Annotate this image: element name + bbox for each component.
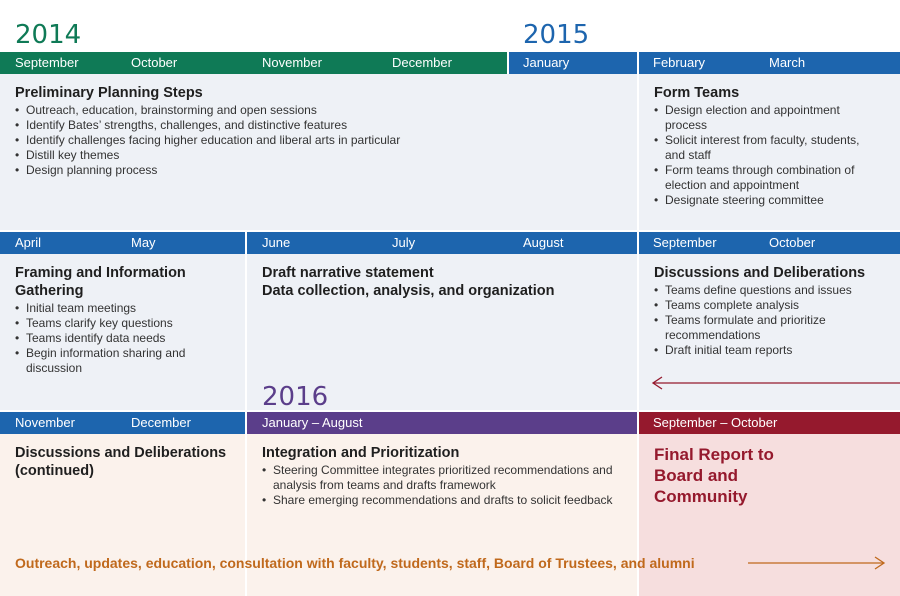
month-range-jan-aug: January – August	[262, 415, 363, 430]
list-item: Form teams through combination of electi…	[654, 163, 870, 193]
outreach-footer-text: Outreach, updates, education, consultati…	[15, 555, 695, 571]
framing-panel: Framing and Information Gathering Initia…	[0, 254, 245, 410]
form-teams-title: Form Teams	[654, 85, 740, 101]
month-november: November	[262, 55, 322, 70]
month-march: March	[769, 55, 806, 70]
list-item: Teams identify data needs	[15, 331, 231, 346]
preliminary-planning-list: Outreach, education, brainstorming and o…	[15, 103, 623, 178]
draft-narrative-title: Draft narrative statement	[262, 265, 434, 281]
timeline-bar-january: January	[509, 52, 637, 74]
month-september: September	[15, 55, 79, 70]
discussions-panel: Discussions and Deliberations Teams defi…	[639, 254, 900, 410]
month-range-sep-oct: September – October	[653, 415, 778, 430]
list-item: Begin information sharing and discussion	[15, 346, 231, 376]
month-may: May	[131, 235, 156, 250]
list-item: Teams define questions and issues	[654, 283, 888, 298]
preliminary-planning-title: Preliminary Planning Steps	[15, 85, 203, 101]
list-item: Distill key themes	[15, 148, 623, 163]
timeline-bar-summer: June July August	[247, 232, 637, 254]
timeline-bar-feb-march: February March	[639, 52, 900, 74]
list-item: Solicit interest from faculty, students,…	[654, 133, 870, 163]
form-teams-panel: Form Teams Design election and appointme…	[639, 74, 900, 230]
list-item: Steering Committee integrates prioritize…	[262, 463, 623, 493]
data-collection-title: Data collection, analysis, and organizat…	[262, 283, 555, 299]
discussions-title: Discussions and Deliberations	[654, 265, 866, 281]
timeline-bar-2014-fall: September October November December	[0, 52, 507, 74]
year-2016: 2016	[262, 382, 329, 412]
month-april: April	[15, 235, 42, 250]
month-august: August	[523, 235, 564, 250]
list-item: Design planning process	[15, 163, 623, 178]
timeline-bar-nov-dec: November December	[0, 412, 245, 434]
timeline-bar-sep-oct-2015: September October	[639, 232, 900, 254]
right-arrow-icon	[748, 556, 886, 570]
month-february: February	[653, 55, 706, 70]
month-december: December	[131, 415, 191, 430]
month-june: June	[262, 235, 291, 250]
timeline-bar-jan-aug-2016: January – August	[247, 412, 637, 434]
timeline-bar-april-may: April May	[0, 232, 245, 254]
year-2015: 2015	[523, 20, 590, 50]
integration-list: Steering Committee integrates prioritize…	[262, 463, 623, 508]
list-item: Teams complete analysis	[654, 298, 888, 313]
list-item: Designate steering committee	[654, 193, 870, 208]
final-report-title: Final Report to Board and Community	[654, 445, 774, 506]
month-december: December	[392, 55, 452, 70]
integration-panel: Integration and Prioritization Steering …	[247, 434, 637, 596]
preliminary-planning-panel: Preliminary Planning Steps Outreach, edu…	[0, 74, 637, 230]
discussions-list: Teams define questions and issues Teams …	[654, 283, 888, 358]
month-january: January	[523, 55, 570, 70]
timeline-bar-sep-oct-2016: September – October	[639, 412, 900, 434]
month-july: July	[392, 235, 416, 250]
list-item: Outreach, education, brainstorming and o…	[15, 103, 623, 118]
list-item: Draft initial team reports	[654, 343, 888, 358]
final-report-panel: Final Report to Board and Community	[639, 434, 900, 596]
list-item: Design election and appointment process	[654, 103, 870, 133]
month-november: November	[15, 415, 75, 430]
framing-list: Initial team meetings Teams clarify key …	[15, 301, 231, 376]
integration-title: Integration and Prioritization	[262, 445, 460, 461]
year-2014: 2014	[15, 20, 82, 50]
list-item: Share emerging recommendations and draft…	[262, 493, 623, 508]
discussions-continued-panel: Discussions and Deliberations (continued…	[0, 434, 245, 596]
list-item: Teams formulate and prioritize recommend…	[654, 313, 888, 343]
form-teams-list: Design election and appointment process …	[654, 103, 870, 208]
list-item: Initial team meetings	[15, 301, 231, 316]
left-arrow-icon	[651, 376, 900, 390]
list-item: Identify challenges facing higher educat…	[15, 133, 623, 148]
discussions-continued-title: Discussions and Deliberations (continued…	[15, 445, 227, 479]
list-item: Identify Bates’ strengths, challenges, a…	[15, 118, 623, 133]
framing-title: Framing and Information Gathering	[15, 265, 186, 299]
month-september: September	[653, 235, 717, 250]
month-october: October	[769, 235, 816, 250]
month-october: October	[131, 55, 178, 70]
draft-narrative-panel: Draft narrative statement Data collectio…	[247, 254, 637, 410]
list-item: Teams clarify key questions	[15, 316, 231, 331]
